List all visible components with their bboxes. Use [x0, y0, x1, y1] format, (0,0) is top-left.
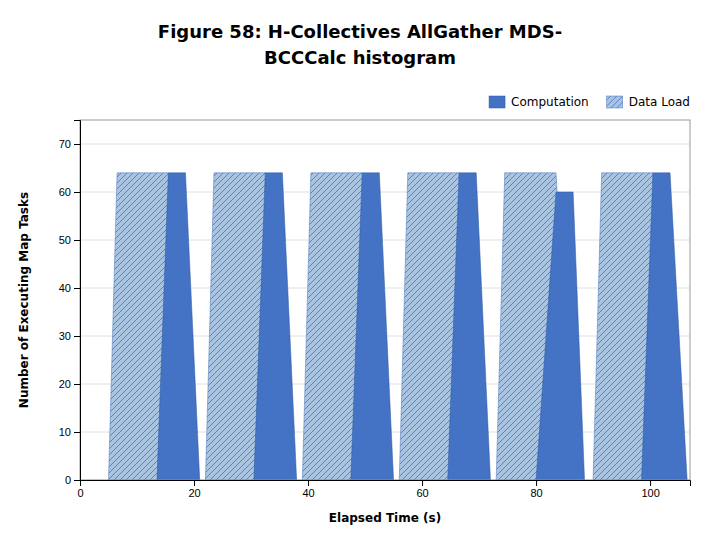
x-axis-label: Elapsed Time (s) [329, 511, 441, 525]
legend-item: Data Load [607, 95, 690, 109]
series-1 [109, 173, 671, 480]
x-tick-mark [308, 480, 309, 486]
y-tick-mark [74, 384, 80, 385]
y-tick: 40 [59, 282, 80, 294]
x-tick: 20 [188, 480, 200, 499]
x-tick-label: 100 [641, 487, 659, 499]
x-tick-label: 20 [188, 487, 200, 499]
area-polygon [254, 173, 297, 480]
x-tick-label: 60 [416, 487, 428, 499]
x-tick-label: 80 [530, 487, 542, 499]
legend-swatch [607, 96, 623, 108]
x-tick: 80 [530, 480, 542, 499]
legend-item: Computation [489, 95, 589, 109]
legend-label: Data Load [629, 95, 690, 109]
x-tick-label: 40 [302, 487, 314, 499]
x-tick: 40 [302, 480, 314, 499]
y-tick-mark [74, 144, 80, 145]
x-tick-mark [194, 480, 195, 486]
y-tick-mark [74, 432, 80, 433]
y-tick-mark [74, 192, 80, 193]
y-axis-line [74, 121, 81, 481]
x-tick-mark [422, 480, 423, 486]
x-tick: 60 [416, 480, 428, 499]
y-tick-label: 70 [59, 138, 71, 150]
legend-swatch [489, 96, 505, 108]
y-tick: 20 [59, 378, 80, 390]
y-tick: 60 [59, 186, 80, 198]
y-tick-label: 60 [59, 186, 71, 198]
y-tick: 0 [65, 474, 80, 486]
series-0 [157, 173, 687, 480]
y-tick-label: 10 [59, 426, 71, 438]
x-axis-line [81, 481, 691, 487]
y-tick-mark [74, 288, 80, 289]
y-tick-label: 50 [59, 234, 71, 246]
grid [80, 144, 690, 480]
y-tick-mark [74, 336, 80, 337]
chart: Figure 58: H-Collectives AllGather MDS- B… [0, 0, 720, 540]
y-axis: 0 10 20 30 40 50 60 70 [59, 121, 81, 487]
x-tick-label: 0 [77, 487, 83, 499]
y-tick: 50 [59, 234, 80, 246]
y-tick-mark [74, 480, 80, 481]
y-tick-label: 30 [59, 330, 71, 342]
x-axis: 0 20 40 60 80 100 [77, 480, 690, 499]
legend-label: Computation [511, 95, 589, 109]
area-polygon [448, 173, 491, 480]
marks [109, 173, 688, 480]
x-tick-mark [536, 480, 537, 486]
title: Figure 58: H-Collectives AllGather MDS- [158, 21, 562, 42]
grid-line [80, 144, 690, 145]
y-tick-label: 20 [59, 378, 71, 390]
y-axis-label: Number of Executing Map Tasks [17, 192, 31, 408]
y-tick-mark [74, 240, 80, 241]
y-tick-label: 0 [65, 474, 71, 486]
y-tick: 30 [59, 330, 80, 342]
x-tick: 0 [77, 480, 83, 499]
y-tick-label: 40 [59, 282, 71, 294]
y-tick: 10 [59, 426, 80, 438]
area-polygon [536, 192, 584, 480]
area-polygon [642, 173, 688, 480]
subtitle: BCCCalc histogram [264, 47, 456, 68]
area-polygon [351, 173, 394, 480]
y-tick: 70 [59, 138, 80, 150]
legend: Computation Data Load [489, 95, 690, 109]
x-tick: 100 [641, 480, 659, 499]
x-tick-mark [650, 480, 651, 486]
area-polygon [157, 173, 200, 480]
plot-frame [80, 120, 690, 480]
